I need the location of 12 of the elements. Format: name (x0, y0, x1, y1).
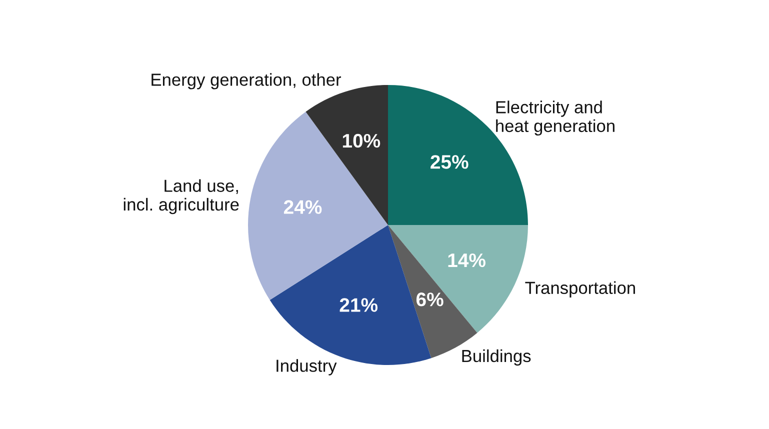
slice-label: Land use, incl. agriculture (124, 179, 239, 214)
slice-label: Electricity and heat generation (496, 100, 614, 136)
slice-label: Industry (276, 359, 337, 376)
data-label: 10% (342, 134, 380, 148)
slice-label: Energy generation, other (152, 73, 342, 90)
slice-label: Transportation (525, 281, 635, 298)
data-label: 24% (284, 200, 322, 214)
data-label: 14% (448, 253, 486, 268)
slice-label: Buildings (462, 349, 531, 366)
data-label: 25% (430, 155, 468, 169)
data-label: 21% (340, 298, 378, 312)
data-label: 6% (416, 292, 444, 306)
